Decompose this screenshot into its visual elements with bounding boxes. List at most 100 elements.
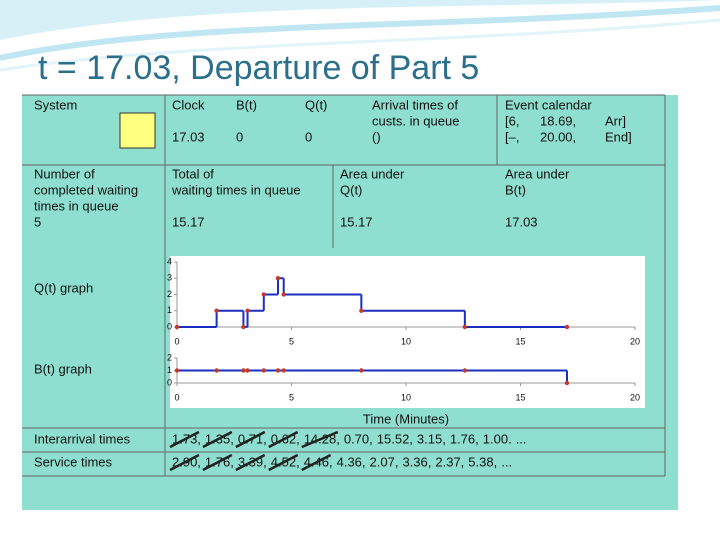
y-tick-label: 3 (167, 273, 172, 283)
y-tick-label: 1 (167, 305, 172, 315)
swoosh (0, 5, 720, 61)
stat-header: Q(t) (340, 182, 362, 197)
arrival-header: Arrival times of (372, 97, 458, 112)
y-tick-label: 2 (167, 352, 172, 362)
stat-header: waiting times in queue (171, 182, 301, 197)
strike (202, 453, 233, 472)
server-box (119, 112, 156, 149)
x-tick-label: 5 (289, 392, 294, 402)
event-point (174, 368, 180, 373)
arrival-header: custs. in queue (372, 113, 459, 128)
list-item: 5.38, (468, 454, 497, 469)
event-cell: End] (605, 129, 632, 144)
y-tick-label: 2 (167, 289, 172, 299)
list-item: 3.15, (417, 431, 446, 446)
stat-header: completed waiting (34, 182, 138, 197)
list-item: 2.07, (370, 454, 399, 469)
y-tick-label: 1 (167, 365, 172, 375)
graph-label: B(t) graph (34, 361, 92, 376)
event-point (564, 380, 570, 386)
stat-value: 5 (34, 214, 41, 229)
stat-header: Total of (172, 166, 214, 181)
x-tick-label: 20 (630, 392, 640, 402)
row-label: Interarrival times (34, 431, 131, 446)
event-cell: [–, (505, 129, 519, 144)
event-point (214, 368, 219, 373)
x-tick-label: 10 (401, 392, 411, 402)
strike (301, 453, 332, 472)
slide-title: t = 17.03, Departure of Part 5 (38, 49, 479, 87)
q-header: Q(t) (305, 97, 327, 112)
list-item: 0.70, (344, 431, 373, 446)
event-point (462, 324, 468, 330)
event-cell: 20.00, (540, 129, 576, 144)
clock-header: Clock (172, 97, 205, 112)
graph-label: Q(t) graph (34, 280, 93, 295)
x-axis-label: Time (Minutes) (363, 411, 449, 426)
stat-header: times in queue (34, 198, 119, 213)
strike (268, 430, 299, 449)
stat-header: Area under (505, 166, 570, 181)
x-tick-label: 5 (289, 336, 294, 346)
b-value: 0 (236, 129, 243, 144)
x-tick-label: 20 (630, 336, 640, 346)
event-point (359, 308, 364, 313)
strike (235, 430, 266, 449)
stat-value: 15.17 (340, 214, 373, 229)
y-tick-label: 4 (167, 256, 172, 266)
list-item: ... (516, 431, 527, 446)
event-point (241, 324, 246, 330)
x-tick-label: 15 (515, 392, 525, 402)
event-point (245, 308, 250, 313)
event-point (275, 368, 281, 373)
event-point (564, 324, 570, 330)
list-item: ... (501, 454, 512, 469)
event-point (462, 368, 468, 373)
strike (301, 430, 339, 449)
event-point (261, 368, 266, 373)
y-tick-label: 0 (167, 321, 172, 331)
b-header: B(t) (236, 97, 257, 112)
event-cell: Arr] (605, 113, 626, 128)
list-item: 3.36, (402, 454, 431, 469)
strike (235, 453, 266, 472)
q-value: 0 (305, 129, 312, 144)
stat-value: 15.17 (172, 214, 205, 229)
event-cell: [6, (505, 113, 519, 128)
event-point (174, 324, 180, 330)
stat-header: Number of (34, 166, 95, 181)
event-point (281, 292, 286, 297)
system-label: System (34, 97, 77, 112)
strike (268, 453, 299, 472)
stat-header: Area under (340, 166, 405, 181)
list-item: 1.76, (450, 431, 479, 446)
event-point (245, 368, 250, 373)
row-label: Service times (34, 454, 113, 469)
strike (169, 453, 200, 472)
stat-header: B(t) (505, 182, 526, 197)
list-item: 4.36, (337, 454, 366, 469)
list-item: 15.52, (377, 431, 413, 446)
event-point (241, 368, 246, 373)
x-tick-label: 10 (401, 336, 411, 346)
list-item: 1.00. (483, 431, 512, 446)
strike (202, 430, 233, 449)
event-point (261, 292, 266, 297)
swoosh (0, 0, 720, 40)
swoosh (0, 18, 720, 72)
event-point (281, 368, 286, 373)
x-tick-label: 15 (515, 336, 525, 346)
arrival-value: () (372, 129, 381, 144)
event-cell: 18.69, (540, 113, 576, 128)
clock-value: 17.03 (172, 129, 205, 144)
event-point (275, 276, 281, 281)
x-tick-label: 0 (174, 336, 179, 346)
event-header: Event calendar (505, 97, 592, 112)
stat-value: 17.03 (505, 214, 538, 229)
strike (169, 430, 200, 449)
y-tick-label: 0 (167, 377, 172, 387)
event-point (359, 368, 364, 373)
list-item: 2.37, (435, 454, 464, 469)
graph-area (170, 256, 645, 408)
